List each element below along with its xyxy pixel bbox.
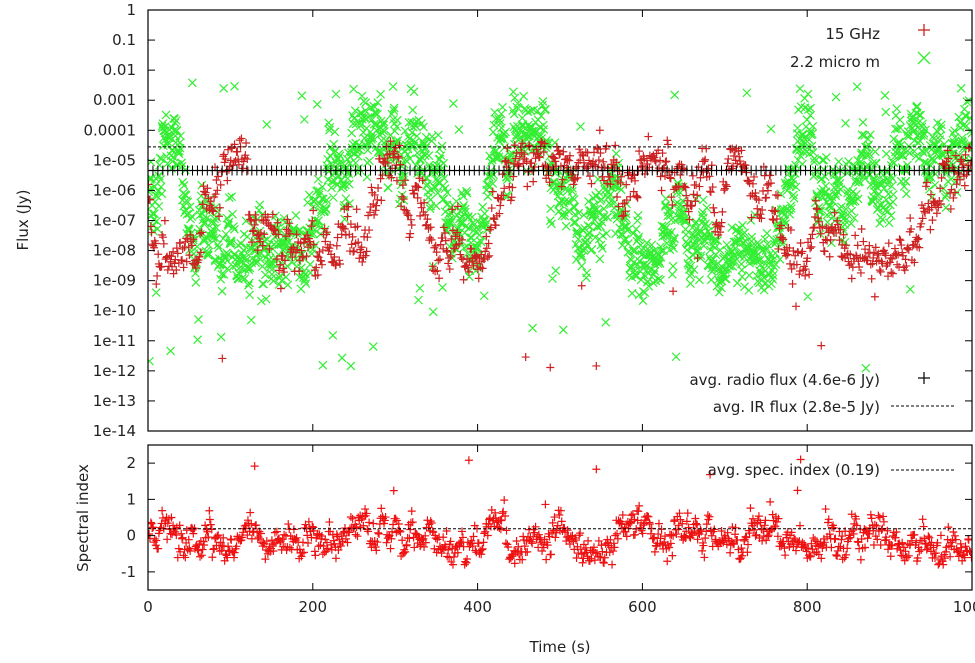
- legend-label-radio: 15 GHz: [825, 25, 880, 43]
- flux-reference-lines: [148, 146, 972, 176]
- flux-y-tick-label: 0.001: [93, 91, 136, 109]
- legend-marker-ir: [917, 51, 931, 65]
- x-tick-label: 800: [793, 598, 822, 616]
- legend-marker-avg-radio: [918, 372, 930, 384]
- flux-y-tick-label: 1e-10: [93, 302, 136, 320]
- flux-y-tick-label: 0.0001: [84, 121, 137, 139]
- flux-y-tick-label: 1e-09: [93, 272, 136, 290]
- flux-legend: 15 GHz 2.2 micro m avg. radio flux (4.6e…: [689, 24, 955, 416]
- spectral-index-legend: avg. spec. index (0.19): [708, 461, 955, 479]
- legend-label-avg-ir: avg. IR flux (2.8e-5 Jy): [713, 398, 880, 416]
- x-tick-label: 200: [298, 598, 327, 616]
- x-axis-label: Time (s): [529, 638, 591, 656]
- flux-y-axis-label: Flux (Jy): [14, 190, 32, 251]
- avg-radio-flux-markers: [148, 165, 972, 176]
- flux-y-tick-label: 1e-05: [93, 151, 136, 169]
- flux-y-tick-label: 0.1: [112, 31, 136, 49]
- flux-y-tick-label: 1e-07: [93, 212, 136, 230]
- flux-x-ticks: [147, 10, 973, 431]
- flux-y-tick-label: 0.01: [103, 61, 136, 79]
- flux-points: [148, 78, 972, 373]
- spectral-index-y-axis-label: Spectral index: [74, 464, 92, 572]
- flux-panel: 1 0.1 0.01 0.001 0.0001 1e-05 1e-06 1e-07 1e-08 1…: [14, 1, 973, 440]
- spectral-index-y-tick-label: 2: [126, 454, 136, 472]
- flux-y-tick-label: 1e-14: [93, 422, 136, 440]
- x-tick-label: 600: [628, 598, 657, 616]
- spectral-index-x-ticks: 0 200 400 600 800 1000: [143, 445, 975, 616]
- legend-label-avg-radio: avg. radio flux (4.6e-6 Jy): [689, 371, 880, 389]
- flux-y-ticks: 1 0.1 0.01 0.001 0.0001 1e-05 1e-06 1e-07 1e-08 1…: [84, 1, 972, 440]
- spectral-index-y-ticks: 2 1 0 -1: [121, 454, 972, 581]
- legend-label-avg-index: avg. spec. index (0.19): [708, 461, 880, 479]
- spectral-index-plot-frame: [147, 444, 973, 591]
- legend-label-ir: 2.2 micro m: [790, 53, 880, 71]
- flux-y-tick-label: 1: [126, 1, 136, 19]
- spectral-index-y-tick-label: 0: [126, 527, 136, 545]
- spectral-index-y-tick-label: 1: [126, 490, 136, 508]
- x-tick-label: 400: [463, 598, 492, 616]
- x-tick-label: 0: [143, 598, 153, 616]
- x-tick-label: 1000: [953, 598, 975, 616]
- legend-marker-radio: [918, 24, 930, 36]
- flux-y-tick-label: 1e-12: [93, 362, 136, 380]
- flux-y-tick-label: 1e-13: [93, 392, 136, 410]
- flux-y-tick-label: 1e-08: [93, 242, 136, 260]
- flux-y-tick-label: 1e-06: [93, 181, 136, 199]
- spectral-index-y-tick-label: -1: [121, 563, 136, 581]
- flux-y-tick-label: 1e-11: [93, 332, 136, 350]
- spectral-index-panel: 0 200 400 600 800 1000 2 1 0 -1 Spectral index a…: [74, 444, 975, 616]
